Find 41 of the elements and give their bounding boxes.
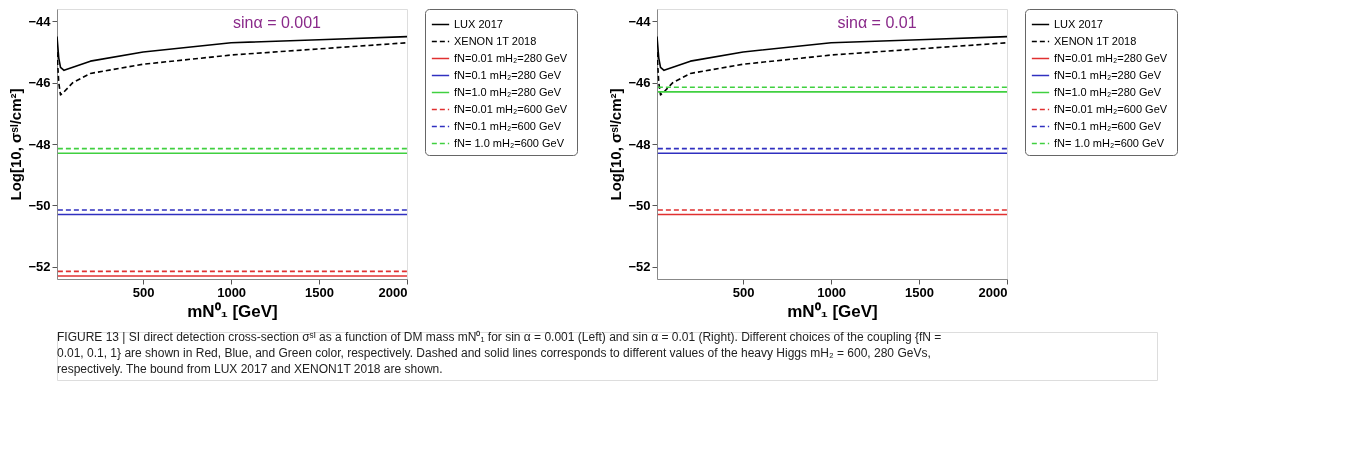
x-axis-title: mN⁰₁ [GeV] <box>187 301 278 321</box>
legend-label: LUX 2017 <box>1054 17 1103 30</box>
x-tick-label: 1500 <box>305 284 335 300</box>
legend-label: fN=0.01 mH₂=600 GeV <box>454 102 568 115</box>
x-axis-title: mN⁰₁ [GeV] <box>787 301 878 321</box>
y-axis-title: Log[10, σˢᴵ/cm²] <box>7 88 25 201</box>
y-tick-label: −48 <box>28 136 51 152</box>
legend-label: fN=0.01 mH₂=600 GeV <box>1054 102 1168 115</box>
legend-label: fN=0.01 mH₂=280 GeV <box>1054 51 1168 64</box>
legend-label: fN=0.1 mH₂=600 GeV <box>1054 119 1162 132</box>
y-tick-label: −50 <box>28 197 51 213</box>
x-tick-label: 2000 <box>378 284 408 300</box>
x-tick-label: 1000 <box>217 284 247 300</box>
y-tick-label: −44 <box>628 13 652 29</box>
x-tick-label: 1500 <box>905 284 935 300</box>
legend-label: XENON 1T 2018 <box>454 34 537 47</box>
legend-label: LUX 2017 <box>454 17 503 30</box>
legend-label: fN=0.1 mH₂=280 GeV <box>1054 68 1162 81</box>
annotation: sinα = 0.001 <box>233 14 322 31</box>
y-tick-label: −48 <box>628 136 651 152</box>
legend-label: fN=0.1 mH₂=280 GeV <box>454 68 562 81</box>
annotation: sinα = 0.01 <box>837 14 917 31</box>
y-tick-label: −52 <box>628 259 651 275</box>
y-tick-label: −46 <box>628 75 651 91</box>
y-tick-label: −52 <box>28 259 51 275</box>
x-tick-label: 1000 <box>817 284 847 300</box>
legend-label: fN=1.0 mH₂=280 GeV <box>454 85 562 98</box>
x-tick-label: 500 <box>732 284 755 300</box>
legend-label: fN= 1.0 mH₂=600 GeV <box>454 136 565 149</box>
legend-label: fN=0.1 mH₂=600 GeV <box>454 119 562 132</box>
y-tick-label: −44 <box>28 13 52 29</box>
y-tick-label: −50 <box>628 197 651 213</box>
x-tick-label: 500 <box>132 284 155 300</box>
legend-label: fN= 1.0 mH₂=600 GeV <box>1054 136 1165 149</box>
legend-label: fN=0.01 mH₂=280 GeV <box>454 51 568 64</box>
caption: FIGURE 13 | SI direct detection cross-section σˢᴵ as a function of DM mass mN⁰₁ for sin α = 0.001 (Left) and sin α = 0.01 (Right). Different choices of the coupling {fN = 0.01, 0.1, 1} are shown in Red, Blue, and Green color, respectively. Dashed and solid lines corresponds to different values of the heavy Higgs mH₂ = 600, 280 GeVs, respectively. The bound from LUX 2017 and XENON1T 2018 are shown. <box>57 330 942 376</box>
legend-label: XENON 1T 2018 <box>1054 34 1137 47</box>
x-tick-label: 2000 <box>978 284 1008 300</box>
legend-label: fN=1.0 mH₂=280 GeV <box>1054 85 1162 98</box>
y-tick-label: −46 <box>28 75 51 91</box>
y-axis-title: Log[10, σˢᴵ/cm²] <box>607 88 625 201</box>
